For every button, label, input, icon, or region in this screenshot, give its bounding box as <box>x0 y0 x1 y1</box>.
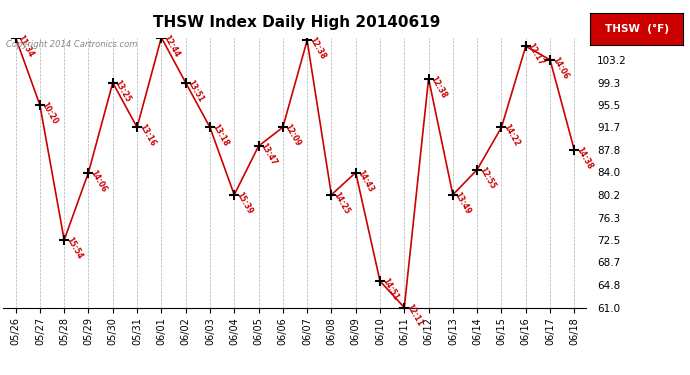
Text: 10:20: 10:20 <box>40 100 60 126</box>
Text: 14:38: 14:38 <box>574 146 594 171</box>
Text: 13:47: 13:47 <box>259 142 279 167</box>
Text: 12:09: 12:09 <box>283 123 303 148</box>
Text: 14:51: 14:51 <box>380 277 400 302</box>
Text: 13:49: 13:49 <box>453 190 473 216</box>
Text: 14:06: 14:06 <box>550 55 570 81</box>
Text: 12:44: 12:44 <box>161 33 181 58</box>
Text: 12:11: 12:11 <box>404 303 424 328</box>
Text: Copyright 2014 Cartronics.com: Copyright 2014 Cartronics.com <box>6 40 138 49</box>
Text: THSW Index Daily High 20140619: THSW Index Daily High 20140619 <box>153 15 440 30</box>
Text: 14:22: 14:22 <box>502 123 522 148</box>
Text: 13:18: 13:18 <box>210 123 230 148</box>
Text: 15:54: 15:54 <box>64 236 84 261</box>
Text: 12:38: 12:38 <box>428 74 448 100</box>
Text: 12:55: 12:55 <box>477 165 497 190</box>
Text: 11:34: 11:34 <box>16 33 35 58</box>
Text: THSW  (°F): THSW (°F) <box>604 24 669 34</box>
Text: 14:43: 14:43 <box>356 168 375 194</box>
Text: 12:17: 12:17 <box>526 42 546 67</box>
Text: 12:38: 12:38 <box>307 36 327 62</box>
Text: 15:39: 15:39 <box>234 190 254 216</box>
Text: 13:51: 13:51 <box>186 78 206 104</box>
Text: 13:16: 13:16 <box>137 123 157 148</box>
Text: 14:25: 14:25 <box>331 190 351 216</box>
Text: 14:06: 14:06 <box>88 168 108 194</box>
Text: 13:25: 13:25 <box>112 78 132 104</box>
